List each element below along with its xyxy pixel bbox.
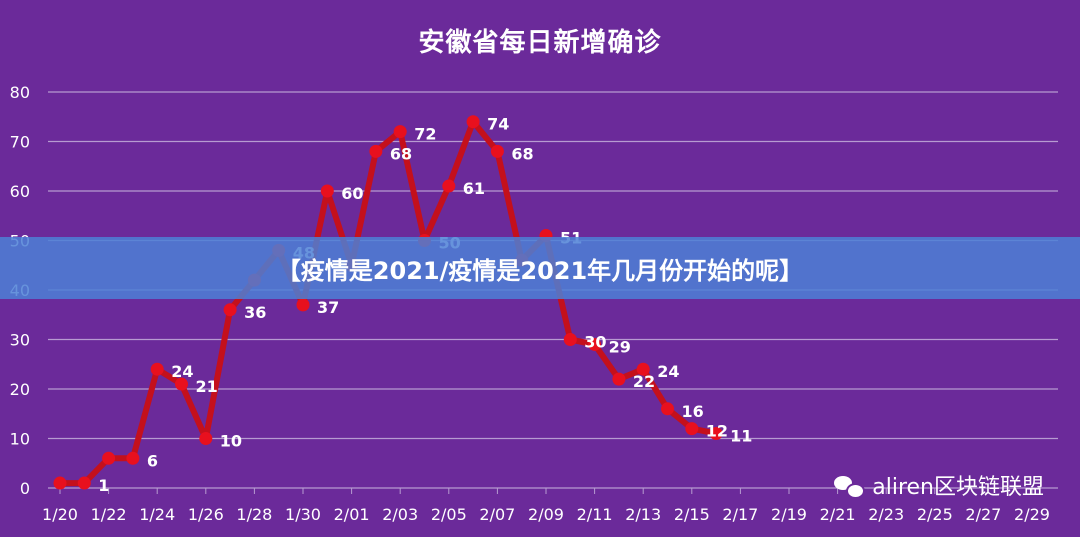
y-tick-label: 10 — [10, 430, 30, 449]
data-point — [77, 476, 91, 490]
data-label: 10 — [220, 432, 242, 451]
data-label: 24 — [171, 362, 193, 381]
data-label: 12 — [706, 422, 728, 441]
x-tick-label: 2/27 — [965, 505, 1001, 524]
data-label: 29 — [609, 337, 631, 356]
x-tick-label: 2/17 — [722, 505, 758, 524]
watermark: aliren区块链联盟 — [834, 469, 1044, 501]
data-point — [102, 451, 116, 465]
wechat-icon — [834, 472, 866, 499]
data-point — [296, 298, 310, 312]
x-tick-label: 2/29 — [1014, 505, 1050, 524]
data-point — [636, 362, 650, 376]
data-point — [369, 144, 383, 158]
data-label: 22 — [633, 372, 655, 391]
x-tick-label: 2/05 — [431, 505, 467, 524]
y-tick-label: 80 — [10, 83, 30, 102]
x-tick-label: 2/03 — [382, 505, 418, 524]
x-tick-label: 2/11 — [577, 505, 613, 524]
x-tick-label: 2/01 — [334, 505, 370, 524]
overlay-banner: 【疫情是2021/疫情是2021年几月份开始的呢】 — [0, 237, 1080, 299]
data-point — [320, 184, 334, 198]
data-label: 68 — [511, 144, 533, 163]
data-label: 6 — [147, 451, 158, 470]
data-label: 30 — [584, 333, 606, 352]
x-tick-label: 2/15 — [674, 505, 710, 524]
data-point — [393, 125, 407, 139]
x-tick-label: 2/07 — [479, 505, 515, 524]
data-point — [490, 144, 504, 158]
x-tick-label: 1/24 — [139, 505, 175, 524]
y-tick-label: 30 — [10, 331, 30, 350]
data-label: 24 — [657, 362, 679, 381]
data-point — [685, 422, 699, 436]
data-point — [126, 451, 140, 465]
watermark-text: aliren区块链联盟 — [872, 475, 1044, 500]
data-label: 11 — [730, 427, 752, 446]
x-tick-label: 2/23 — [868, 505, 904, 524]
data-point — [709, 427, 723, 441]
data-point — [199, 432, 213, 445]
data-point — [661, 402, 674, 416]
data-point — [53, 476, 67, 490]
data-label: 36 — [244, 303, 266, 322]
x-tick-label: 1/20 — [42, 505, 78, 524]
x-tick-label: 1/26 — [188, 505, 224, 524]
data-label: 1 — [98, 476, 109, 495]
x-tick-label: 1/28 — [236, 505, 272, 524]
data-label: 74 — [487, 115, 509, 134]
data-point — [612, 372, 626, 386]
data-point — [563, 333, 577, 346]
chart-title: 安徽省每日新增确诊 — [418, 28, 662, 58]
x-tick-label: 2/21 — [820, 505, 856, 524]
y-tick-label: 60 — [10, 182, 30, 201]
y-tick-label: 20 — [10, 380, 30, 399]
data-point — [150, 362, 164, 376]
data-point — [588, 337, 602, 351]
series-line — [57, 118, 720, 487]
x-tick-label: 2/19 — [771, 505, 807, 524]
data-label: 72 — [414, 125, 436, 144]
x-tick-label: 2/25 — [917, 505, 953, 524]
data-label: 68 — [390, 144, 412, 163]
data-label: 37 — [317, 298, 339, 317]
data-label: 61 — [463, 179, 485, 198]
x-tick-label: 2/09 — [528, 505, 564, 524]
data-label: 21 — [196, 377, 218, 396]
data-label: 16 — [682, 402, 704, 421]
data-label: 60 — [341, 184, 363, 203]
y-tick-label: 70 — [10, 133, 30, 152]
data-point — [175, 377, 188, 391]
x-tick-label: 1/22 — [91, 505, 127, 524]
data-point — [223, 303, 237, 317]
y-tick-label: 0 — [20, 479, 30, 498]
data-point — [442, 179, 456, 193]
x-tick-label: 1/30 — [285, 505, 321, 524]
data-point — [466, 115, 480, 129]
x-tick-label: 2/13 — [625, 505, 661, 524]
